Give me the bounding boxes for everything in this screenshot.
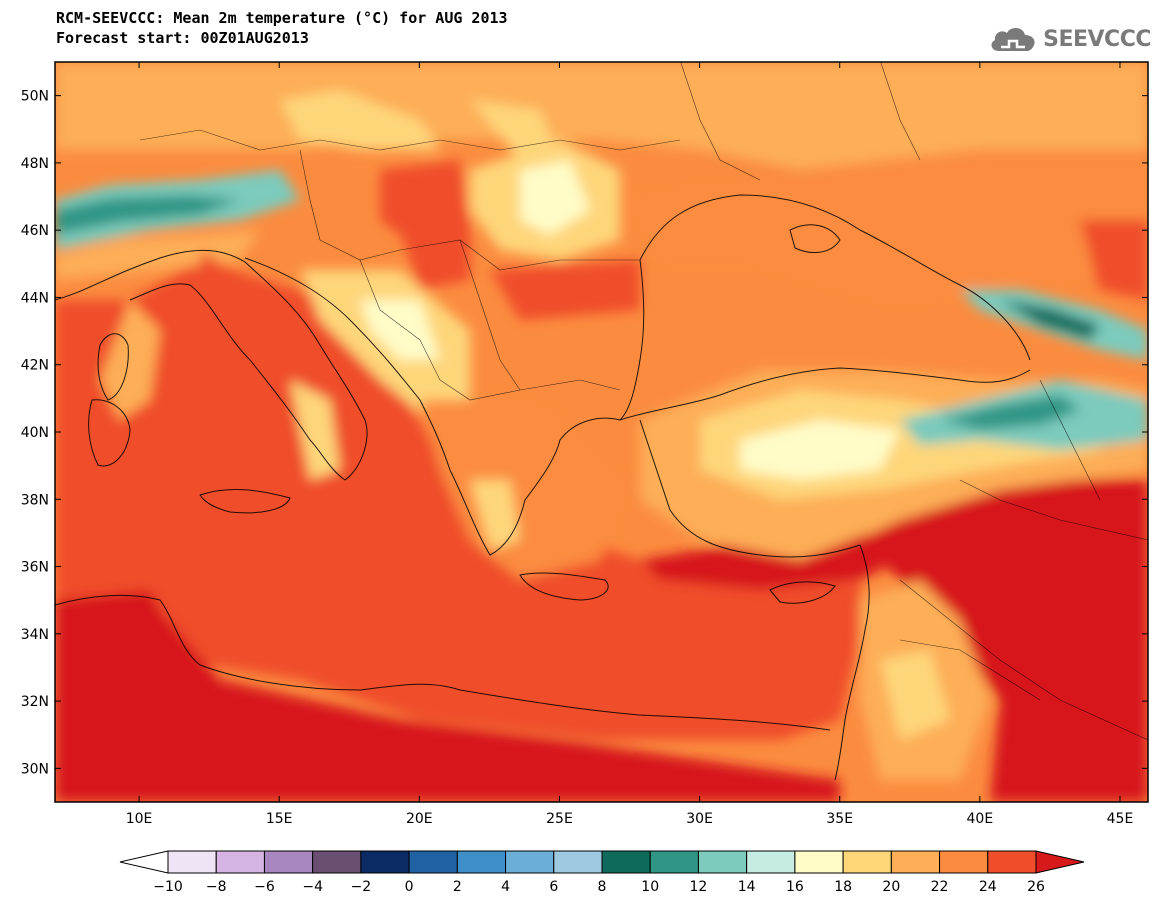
colorbar-label: 18 xyxy=(834,879,852,895)
lat-tick-label: 36N xyxy=(21,560,49,576)
lat-tick-label: 38N xyxy=(21,492,49,508)
colorbar-label: 4 xyxy=(501,879,510,895)
colorbar-over-triangle xyxy=(1035,850,1085,874)
latitude-axis: 50N 48N 46N 44N 42N 40N 38N 36N 34N 32N 30N xyxy=(21,89,1148,777)
temperature-field xyxy=(55,62,1148,802)
colorbar-swatch xyxy=(649,850,699,874)
map-title: RCM-SEEVCCC: Mean 2m temperature (°C) fo… xyxy=(56,8,508,48)
colorbar-label: −4 xyxy=(302,879,323,895)
cloud-icon xyxy=(991,27,1035,51)
coastlines xyxy=(55,194,1031,781)
colorbar: −10 −8 −6 −4 −2 0 2 4 6 8 10 12 14 16 18 20 22 24 26 xyxy=(119,850,1085,895)
lat-tick-label: 40N xyxy=(21,425,49,441)
colorbar-label: 26 xyxy=(1027,879,1045,895)
colorbar-swatch xyxy=(987,850,1037,874)
colorbar-swatch xyxy=(746,850,796,874)
lat-tick-label: 48N xyxy=(21,156,49,172)
colorbar-label: 10 xyxy=(641,879,659,895)
colorbar-label: 12 xyxy=(690,879,708,895)
lat-tick-label: 34N xyxy=(21,627,49,643)
colorbar-label: 8 xyxy=(598,879,607,895)
longitude-axis: 10E 15E 20E 25E 30E 35E 40E 45E xyxy=(126,62,1134,827)
country-borders xyxy=(139,62,1148,741)
colorbar-label: −10 xyxy=(153,879,183,895)
lon-tick-label: 15E xyxy=(266,811,293,827)
colorbar-swatch xyxy=(456,850,507,874)
seevccc-logo: SEEVCCC xyxy=(987,22,1151,56)
colorbar-label: 24 xyxy=(979,879,997,895)
lon-tick-label: 40E xyxy=(967,811,994,827)
colorbar-swatch xyxy=(842,850,892,874)
colorbar-under-triangle xyxy=(119,850,169,874)
colorbar-swatch xyxy=(408,850,458,874)
colorbar-swatch xyxy=(215,850,265,874)
lat-tick-label: 46N xyxy=(21,223,49,239)
colorbar-label: 20 xyxy=(882,879,900,895)
lat-tick-label: 30N xyxy=(21,761,49,777)
colorbar-swatch xyxy=(167,850,217,874)
lat-tick-label: 32N xyxy=(21,694,49,710)
colorbar-swatch xyxy=(553,850,603,874)
colorbar-label: 6 xyxy=(549,879,558,895)
colorbar-label: −8 xyxy=(206,879,227,895)
colorbar-label: −6 xyxy=(254,879,275,895)
colorbar-label: 22 xyxy=(931,879,949,895)
title-line-2: Forecast start: 00Z01AUG2013 xyxy=(56,29,309,47)
lon-tick-label: 45E xyxy=(1107,811,1134,827)
logo-text: SEEVCCC xyxy=(1043,26,1151,52)
lon-tick-label: 10E xyxy=(126,811,153,827)
colorbar-label: 0 xyxy=(405,879,414,895)
lon-tick-label: 25E xyxy=(546,811,573,827)
lat-tick-label: 44N xyxy=(21,290,49,306)
colorbar-swatch xyxy=(697,850,748,874)
colorbar-label: 16 xyxy=(786,879,804,895)
colorbar-label: −2 xyxy=(351,879,372,895)
colorbar-swatch xyxy=(505,850,555,874)
colorbar-label: 14 xyxy=(738,879,756,895)
lon-tick-label: 30E xyxy=(686,811,713,827)
colorbar-swatch xyxy=(939,850,989,874)
colorbar-swatch xyxy=(263,850,314,874)
lon-tick-label: 20E xyxy=(406,811,433,827)
colorbar-swatch xyxy=(794,850,844,874)
colorbar-swatch xyxy=(890,850,941,874)
colorbar-swatch xyxy=(312,850,362,874)
colorbar-swatch xyxy=(601,850,651,874)
colorbar-label: 2 xyxy=(453,879,462,895)
colorbar-swatch xyxy=(360,850,410,874)
title-line-1: RCM-SEEVCCC: Mean 2m temperature (°C) fo… xyxy=(56,9,508,27)
lon-tick-label: 35E xyxy=(826,811,853,827)
lat-tick-label: 42N xyxy=(21,358,49,374)
lat-tick-label: 50N xyxy=(21,89,49,105)
